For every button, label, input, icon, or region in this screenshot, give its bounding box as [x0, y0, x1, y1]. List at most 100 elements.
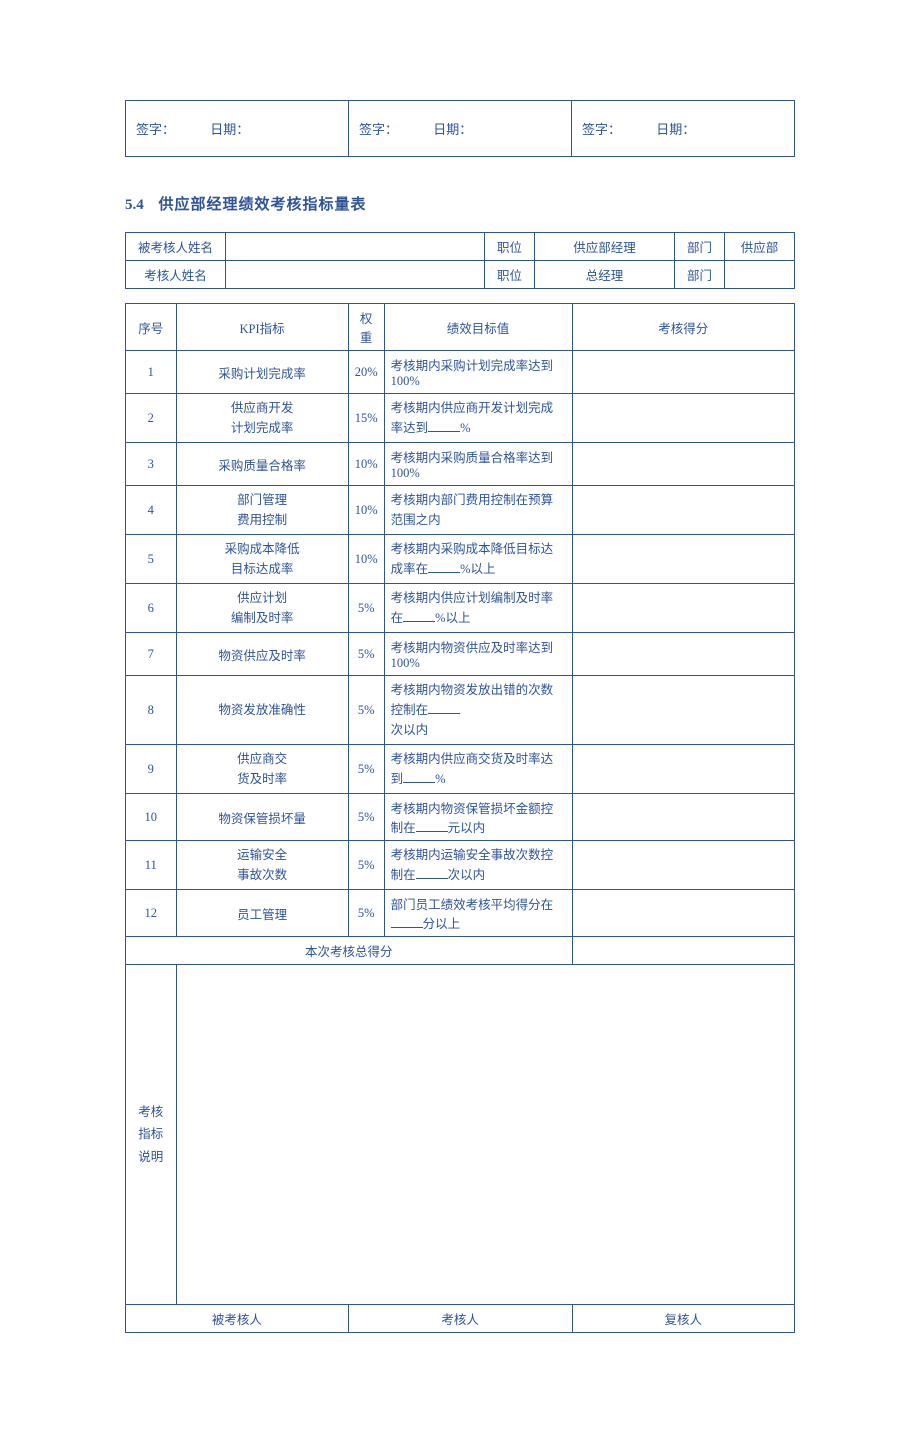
kpi-score — [572, 794, 795, 841]
kpi-target: 考核期内物资发放出错的次数控制在次以内 — [384, 676, 572, 745]
kpi-score — [572, 486, 795, 535]
kpi-header-row: 序号 KPI指标 权重 绩效目标值 考核得分 — [126, 304, 795, 351]
footer-assessor: 考核人 — [348, 1305, 572, 1333]
info-pos-label: 职位 — [485, 233, 535, 261]
kpi-seq: 3 — [126, 443, 177, 486]
kpi-row: 8物资发放准确性5%考核期内物资发放出错的次数控制在次以内 — [126, 676, 795, 745]
kpi-row: 3采购质量合格率10%考核期内采购质量合格率达到100% — [126, 443, 795, 486]
total-row: 本次考核总得分 — [126, 937, 795, 965]
kpi-score — [572, 841, 795, 890]
kpi-weight: 5% — [348, 633, 384, 676]
footer-row: 被考核人 考核人 复核人 — [126, 1305, 795, 1333]
info-dept-label: 部门 — [675, 233, 725, 261]
kpi-seq: 2 — [126, 394, 177, 443]
kpi-row: 6供应计划编制及时率5%考核期内供应计划编制及时率在%以上 — [126, 584, 795, 633]
sign-label: 签字： — [359, 119, 398, 138]
kpi-row: 12员工管理5%部门员工绩效考核平均得分在分以上 — [126, 890, 795, 937]
kpi-target: 考核期内采购质量合格率达到100% — [384, 443, 572, 486]
date-label: 日期： — [656, 119, 695, 138]
signature-table: 签字： 日期： 签字： 日期： 签字： 日期： — [125, 100, 795, 157]
kpi-seq: 4 — [126, 486, 177, 535]
header-seq: 序号 — [126, 304, 177, 351]
kpi-name: 采购成本降低目标达成率 — [176, 535, 348, 584]
kpi-seq: 6 — [126, 584, 177, 633]
date-label: 日期： — [433, 119, 472, 138]
kpi-name: 供应商交货及时率 — [176, 745, 348, 794]
info-pos-label: 职位 — [485, 261, 535, 289]
kpi-weight: 5% — [348, 841, 384, 890]
kpi-score — [572, 745, 795, 794]
kpi-name: 物资保管损坏量 — [176, 794, 348, 841]
kpi-score — [572, 443, 795, 486]
kpi-target: 考核期内部门费用控制在预算范围之内 — [384, 486, 572, 535]
kpi-weight: 10% — [348, 486, 384, 535]
kpi-name: 部门管理费用控制 — [176, 486, 348, 535]
kpi-score — [572, 394, 795, 443]
signature-cell-3: 签字： 日期： — [572, 101, 795, 157]
footer-reviewer: 复核人 — [572, 1305, 795, 1333]
kpi-score — [572, 584, 795, 633]
total-label: 本次考核总得分 — [126, 937, 573, 965]
sign-label: 签字： — [136, 119, 175, 138]
kpi-row: 11运输安全事故次数5%考核期内运输安全事故次数控制在次以内 — [126, 841, 795, 890]
signature-cell-1: 签字： 日期： — [126, 101, 349, 157]
notes-label: 考核指标说明 — [126, 965, 177, 1305]
kpi-name: 物资发放准确性 — [176, 676, 348, 745]
signature-cell-2: 签字： 日期： — [349, 101, 572, 157]
kpi-row: 10物资保管损坏量5%考核期内物资保管损坏金额控制在元以内 — [126, 794, 795, 841]
kpi-name: 供应商开发计划完成率 — [176, 394, 348, 443]
info-table: 被考核人姓名职位供应部经理部门供应部考核人姓名职位总经理部门 — [125, 232, 795, 289]
kpi-weight: 5% — [348, 745, 384, 794]
kpi-score — [572, 890, 795, 937]
kpi-target: 部门员工绩效考核平均得分在分以上 — [384, 890, 572, 937]
kpi-row: 7物资供应及时率5%考核期内物资供应及时率达到100% — [126, 633, 795, 676]
info-name-value — [226, 261, 485, 289]
info-name-label: 考核人姓名 — [126, 261, 226, 289]
footer-assessee: 被考核人 — [126, 1305, 349, 1333]
info-dept-value: 供应部 — [725, 233, 795, 261]
info-pos-value: 总经理 — [535, 261, 675, 289]
kpi-name: 运输安全事故次数 — [176, 841, 348, 890]
kpi-row: 1采购计划完成率20%考核期内采购计划完成率达到100% — [126, 351, 795, 394]
kpi-seq: 8 — [126, 676, 177, 745]
info-row: 被考核人姓名 职位供应部经理部门供应部 — [126, 233, 795, 261]
kpi-row: 2供应商开发计划完成率15%考核期内供应商开发计划完成率达到% — [126, 394, 795, 443]
kpi-row: 9供应商交货及时率5%考核期内供应商交货及时率达到% — [126, 745, 795, 794]
kpi-weight: 10% — [348, 535, 384, 584]
kpi-target: 考核期内采购成本降低目标达成率在%以上 — [384, 535, 572, 584]
kpi-target: 考核期内物资保管损坏金额控制在元以内 — [384, 794, 572, 841]
date-label: 日期： — [210, 119, 249, 138]
kpi-weight: 5% — [348, 794, 384, 841]
header-target: 绩效目标值 — [384, 304, 572, 351]
kpi-weight: 5% — [348, 676, 384, 745]
info-row: 考核人姓名 职位总经理部门 — [126, 261, 795, 289]
kpi-weight: 5% — [348, 890, 384, 937]
kpi-target: 考核期内供应商开发计划完成率达到% — [384, 394, 572, 443]
kpi-seq: 11 — [126, 841, 177, 890]
kpi-name: 员工管理 — [176, 890, 348, 937]
header-score: 考核得分 — [572, 304, 795, 351]
kpi-seq: 10 — [126, 794, 177, 841]
kpi-weight: 20% — [348, 351, 384, 394]
section-title-text: 供应部经理绩效考核指标量表 — [159, 197, 367, 213]
kpi-row: 4部门管理费用控制10%考核期内部门费用控制在预算范围之内 — [126, 486, 795, 535]
kpi-weight: 10% — [348, 443, 384, 486]
header-kpi: KPI指标 — [176, 304, 348, 351]
info-pos-value: 供应部经理 — [535, 233, 675, 261]
kpi-name: 物资供应及时率 — [176, 633, 348, 676]
notes-content — [176, 965, 794, 1305]
kpi-target: 考核期内物资供应及时率达到100% — [384, 633, 572, 676]
section-number: 5.4 — [125, 197, 144, 213]
kpi-score — [572, 535, 795, 584]
kpi-weight: 5% — [348, 584, 384, 633]
kpi-table: 序号 KPI指标 权重 绩效目标值 考核得分 1采购计划完成率20%考核期内采购… — [125, 303, 795, 1333]
kpi-score — [572, 351, 795, 394]
kpi-target: 考核期内运输安全事故次数控制在次以内 — [384, 841, 572, 890]
info-dept-label: 部门 — [675, 261, 725, 289]
info-name-value — [226, 233, 485, 261]
kpi-name: 采购质量合格率 — [176, 443, 348, 486]
info-name-label: 被考核人姓名 — [126, 233, 226, 261]
sign-label: 签字： — [582, 119, 621, 138]
kpi-name: 采购计划完成率 — [176, 351, 348, 394]
header-weight: 权重 — [348, 304, 384, 351]
